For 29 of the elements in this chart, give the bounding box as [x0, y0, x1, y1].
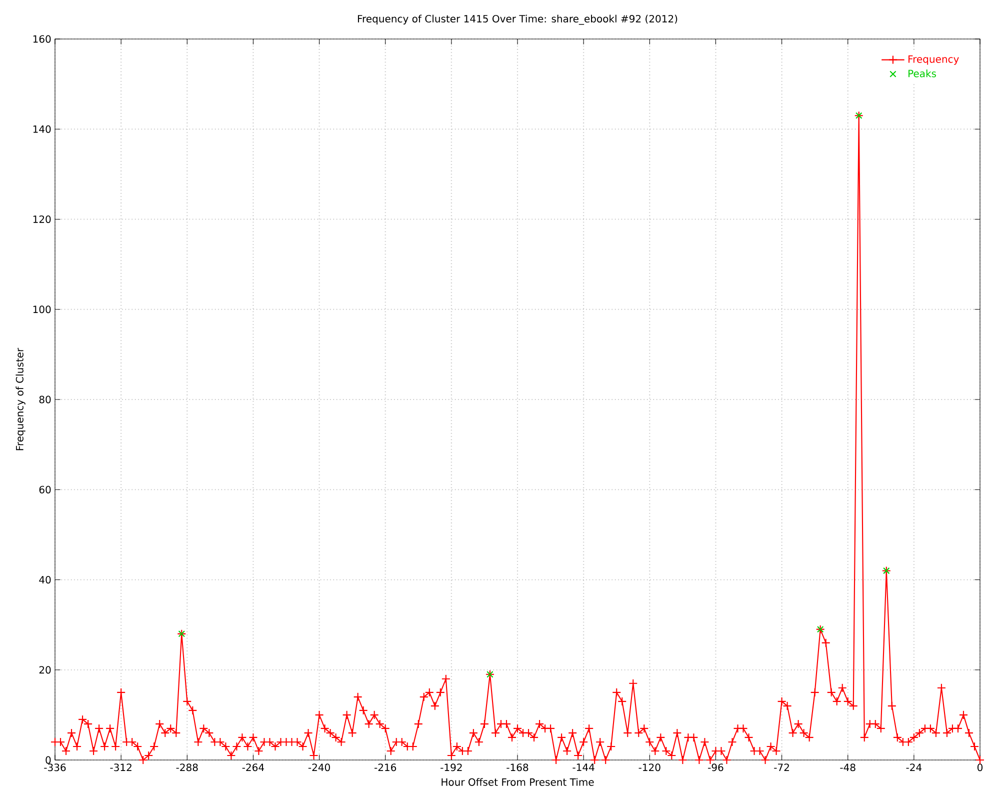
- y-tick-label: 0: [46, 756, 51, 764]
- x-tick-label: 0: [977, 764, 983, 772]
- y-axis-title: Frequency of Cluster: [16, 348, 26, 450]
- x-tick-label: -96: [708, 764, 724, 772]
- x-tick-label: -48: [840, 764, 856, 772]
- y-tick-label: 100: [33, 306, 51, 314]
- x-tick-label: -312: [110, 764, 132, 772]
- legend-label: Peaks: [908, 70, 936, 78]
- x-tick-label: -192: [440, 764, 462, 772]
- y-tick-label: 40: [39, 576, 51, 584]
- x-tick-label: -120: [638, 764, 660, 772]
- y-tick-label: 120: [33, 215, 51, 224]
- x-tick-label: -168: [506, 764, 528, 772]
- y-tick-label: 60: [39, 486, 51, 494]
- x-tick-label: -240: [308, 764, 330, 772]
- y-tick-label: 20: [39, 666, 51, 674]
- x-tick-label: -24: [906, 764, 922, 772]
- x-tick-label: -144: [572, 764, 594, 771]
- x-tick-label: -288: [176, 764, 198, 772]
- legend-label: Frequency: [908, 55, 959, 65]
- x-axis-title: Hour Offset From Present Time: [442, 778, 594, 786]
- y-tick-label: 140: [33, 125, 51, 133]
- x-tick-label: -72: [774, 764, 789, 772]
- y-tick-label: 80: [39, 396, 51, 404]
- x-tick-label: -336: [44, 764, 66, 772]
- x-tick-label: -264: [242, 764, 264, 772]
- x-tick-label: -216: [374, 764, 396, 772]
- chart-title: Frequency of Cluster 1415 Over Time: share_ebookl #92 (2012): [358, 14, 678, 25]
- y-tick-label: 160: [33, 35, 51, 43]
